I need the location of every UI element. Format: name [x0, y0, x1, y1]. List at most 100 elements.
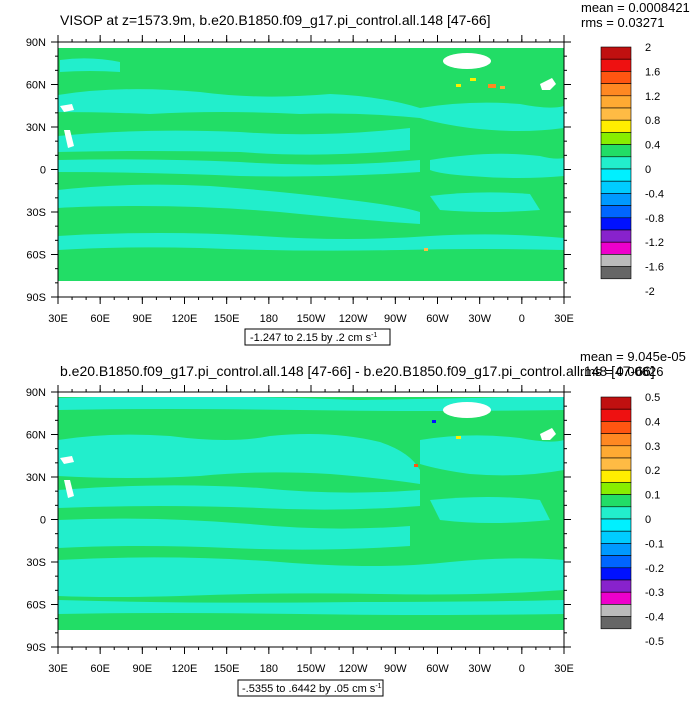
colorbar-swatch — [600, 241, 632, 255]
panel-1-positive-specks — [424, 78, 505, 251]
panel-2-positive-specks — [414, 420, 461, 467]
speck — [470, 78, 476, 81]
colorbar-label: 0 — [645, 514, 651, 526]
arctic-edge — [58, 392, 564, 397]
lat-label: 90S — [26, 642, 46, 654]
lon-label: 90E — [133, 313, 153, 325]
colorbar-label: 2 — [645, 42, 651, 54]
lon-label: 90E — [133, 663, 153, 675]
panel-1-mean: mean = 0.0008421 — [581, 0, 690, 15]
colorbar-swatch — [600, 518, 632, 532]
panel-2-range-box — [237, 679, 384, 697]
neg-region — [58, 128, 410, 155]
lon-label: 30E — [48, 313, 68, 325]
colorbar-label: -0.1 — [645, 538, 664, 550]
colorbar-label: 1.6 — [645, 66, 660, 78]
colorbar-swatch — [600, 421, 632, 434]
lat-label: 90S — [26, 292, 46, 304]
lon-label: 30W — [468, 313, 491, 325]
colorbar-swatch — [600, 604, 632, 617]
panel-1-land — [58, 42, 564, 297]
neg-region — [430, 192, 540, 212]
colorbar-swatch — [600, 83, 632, 97]
antarctica — [58, 630, 564, 647]
panel-1-negative-regions — [58, 58, 564, 251]
panel-1-title: VISOP at z=1573.9m, b.e20.B1850.f09_g17.… — [60, 12, 491, 28]
lon-label: 150E — [214, 663, 240, 675]
panel-2-range-text: -.5355 to .6442 by .05 cm s-1 — [242, 683, 382, 695]
colorbar-swatch — [600, 543, 632, 556]
colorbar-swatch — [600, 156, 632, 170]
panel-1-range-text: -1.247 to 2.15 by .2 cm s-1 — [250, 332, 377, 344]
lon-label: 120W — [339, 313, 368, 325]
arctic-edge — [58, 42, 564, 48]
colorbar-swatch — [600, 616, 632, 630]
colorbar-swatch — [600, 555, 632, 569]
greenland — [443, 402, 491, 418]
neg-region — [430, 497, 550, 523]
lat-label: 30S — [26, 207, 46, 219]
neg-region — [420, 435, 564, 476]
colorbar-swatch — [600, 469, 632, 483]
speck — [456, 84, 461, 87]
lat-label: 60N — [26, 430, 46, 442]
lon-label: 30E — [48, 663, 68, 675]
lat-label: 60S — [26, 250, 46, 262]
panel-2-title: b.e20.B1850.f09_g17.pi_control.all.148 [… — [60, 363, 655, 379]
speck — [456, 436, 461, 439]
panel-2-mean: mean = 9.045e-05 — [580, 349, 686, 364]
lon-label: 60E — [90, 313, 110, 325]
lat-label: 90N — [26, 387, 46, 399]
iceland — [540, 78, 556, 90]
panel-2: b.e20.B1850.f09_g17.pi_control.all.148 [… — [26, 349, 686, 697]
colorbar-swatch — [600, 205, 632, 219]
lon-label: 180 — [260, 663, 278, 675]
lon-label: 90W — [384, 313, 407, 325]
antarctica — [58, 281, 564, 297]
speck — [488, 84, 496, 88]
colorbar-swatch — [600, 119, 632, 133]
neg-region — [58, 89, 420, 118]
panel-2-rms: rms = 0.00626 — [580, 364, 663, 379]
colorbar-swatch — [600, 591, 632, 605]
greenland — [443, 53, 491, 69]
neg-region — [58, 233, 564, 251]
colorbar-label: -0.5 — [645, 636, 664, 648]
colorbar-swatch — [600, 482, 632, 495]
neg-region — [420, 102, 564, 131]
colorbar-label: 0.1 — [645, 490, 660, 502]
colorbar-swatch — [600, 567, 632, 581]
colorbar-swatch — [600, 579, 632, 593]
colorbar-label: -1.6 — [645, 262, 664, 274]
colorbar-swatch — [600, 180, 632, 194]
colorbar-label: -0.4 — [645, 188, 664, 200]
lat-label: 30N — [26, 472, 46, 484]
panel-1-map — [57, 41, 565, 298]
colorbar-label: 0.2 — [645, 465, 660, 477]
colorbar-swatch — [600, 193, 632, 206]
colorbar-swatch — [600, 457, 632, 471]
neg-region — [58, 518, 410, 550]
colorbar-swatch — [600, 433, 632, 447]
lon-label: 120E — [172, 313, 198, 325]
speck — [432, 420, 436, 423]
colorbar-swatch — [600, 396, 632, 410]
colorbar-swatch — [600, 408, 632, 422]
lon-label: 60W — [426, 313, 449, 325]
colorbar-swatch — [600, 266, 632, 280]
colorbar-swatch — [600, 494, 632, 508]
lat-label: 30N — [26, 122, 46, 134]
panel-2-range-label: -.5355 to .6442 by .05 cm s-1 — [237, 679, 384, 697]
colorbar-swatch — [600, 530, 632, 544]
panel-2-map — [57, 391, 565, 648]
neg-region — [58, 434, 420, 484]
panel-2-colorbar: 0.5 0.4 0.3 0.2 0.1 0 -0.1 -0.2 -0.3 -0.4 -0.5 — [600, 392, 664, 648]
colorbar-label: 0.3 — [645, 441, 660, 453]
lon-label: 150E — [214, 313, 240, 325]
lat-label: 30S — [26, 557, 46, 569]
lon-label: 150W — [297, 313, 326, 325]
iceland — [540, 428, 556, 440]
lon-label: 180 — [260, 313, 278, 325]
